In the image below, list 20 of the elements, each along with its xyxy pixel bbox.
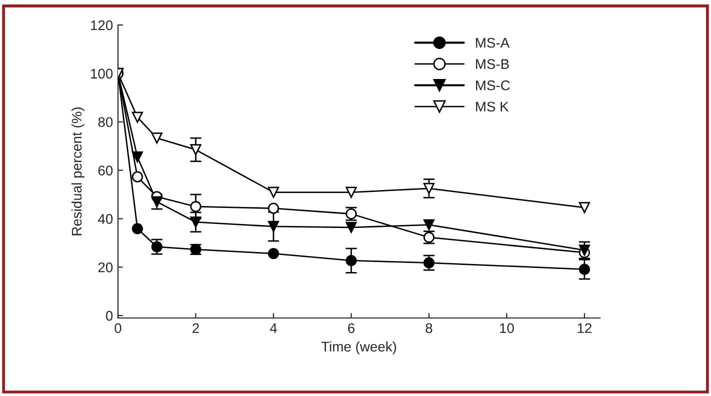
x-axis-title: Time (week) [321,341,396,354]
x-tick-label: 0 [114,323,122,334]
legend-label: MS-B [476,59,509,69]
y-tick-label: 100 [91,68,113,79]
y-axis-title: Residual percent (%) [71,108,84,236]
legend-label: MS K [476,102,509,112]
y-tick-label: 80 [98,117,113,128]
y-tick-label: 120 [91,20,113,30]
x-tick-label: 12 [578,323,592,333]
y-tick-label: 60 [98,166,113,176]
x-tick-label: 8 [426,323,432,334]
legend-label: MS-C [476,80,510,90]
legend-label: MS-A [476,38,510,48]
x-tick-label: 4 [270,323,277,333]
x-tick-label: 10 [500,323,514,334]
x-tick-label: 6 [348,323,354,334]
y-tick-label: 0 [106,310,113,321]
y-tick-label: 40 [98,214,113,224]
y-tick-label: 20 [98,262,113,272]
x-tick-label: 2 [192,323,199,333]
